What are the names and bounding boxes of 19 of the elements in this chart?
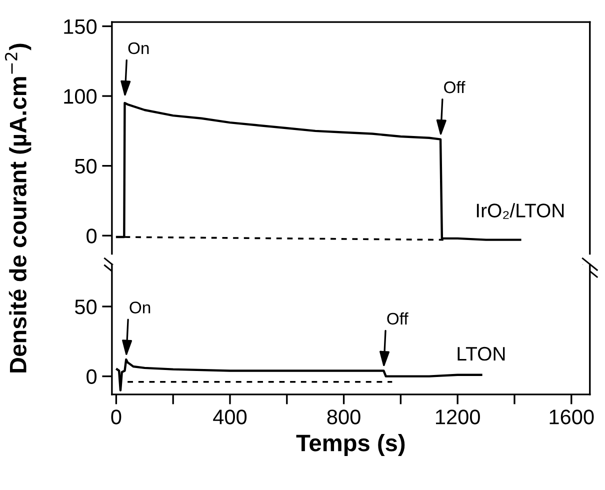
annotation: On <box>128 42 149 54</box>
y-tick-label: 100 <box>64 89 97 104</box>
annotation: On <box>130 302 150 314</box>
x-axis-title: Temps (s) <box>296 434 405 456</box>
x-tick-label: 800 <box>327 410 360 424</box>
y-tick-label: 0 <box>86 369 97 384</box>
annotation: Off <box>444 80 466 94</box>
y-tick-label: 150 <box>64 19 97 34</box>
x-tick-label: 1600 <box>550 410 594 424</box>
x-tick-label: 1200 <box>436 410 480 424</box>
y-tick-label: 50 <box>75 300 97 314</box>
annotation: Off <box>387 312 408 325</box>
x-tick-label: 400 <box>213 410 247 424</box>
x-tick-label: 0 <box>111 410 122 424</box>
y-tick-label: 0 <box>86 228 97 244</box>
series-label: IrO₂/LTON <box>476 203 564 219</box>
y-axis-title: Densité de courant (µA.cm$^{−2}$) <box>4 44 32 372</box>
y-tick-label: 50 <box>75 158 97 174</box>
series-label: LTON <box>458 346 505 361</box>
